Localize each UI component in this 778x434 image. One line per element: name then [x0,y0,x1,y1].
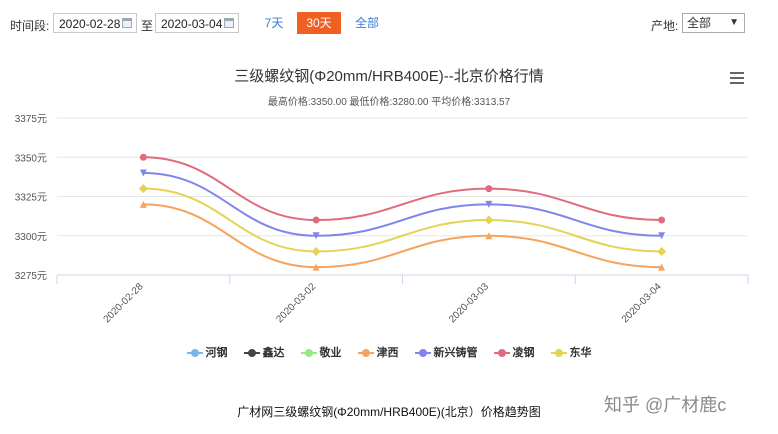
data-point [484,215,494,225]
x-tick-label: 2020-03-02 [274,281,318,325]
calendar-icon[interactable] [122,18,132,28]
data-point [312,263,320,271]
legend-item[interactable]: 津西 [357,344,399,360]
origin-select-value: 全部 [687,16,712,30]
legend-symbol-icon [186,348,203,358]
data-point [311,246,321,256]
watermark: 知乎 @广材鹿c [604,395,727,415]
data-point [485,200,493,208]
menu-icon[interactable] [730,72,744,84]
data-point [485,232,493,240]
chart-title: 三级螺纹钢(Φ20mm/HRB400E)--北京价格行情 [234,68,544,85]
series-line-6 [143,187,662,253]
legend-label: 河钢 [205,347,228,359]
data-point [312,232,320,240]
legend-item[interactable]: 敬业 [300,344,342,360]
range-all-button[interactable]: 全部 [354,16,379,30]
legend-label: 东华 [569,347,592,359]
legend-item[interactable]: 河钢 [186,344,228,360]
data-point [658,216,666,224]
y-tick-label: 3325元 [15,193,47,204]
price-chart: 3375元 3350元 3325元 3300元 3275元 2020-02-28 2020-… [15,114,749,325]
origin-label: 产地: [651,19,679,33]
legend-item[interactable]: 鑫达 [243,344,285,360]
y-tick-label: 3275元 [15,271,47,282]
legend-symbol-icon [243,348,260,358]
series-line-3 [143,203,662,269]
series-line-4 [143,171,662,237]
period-label: 时间段: [10,19,50,33]
origin-select[interactable]: 全部 ▼ [682,13,745,33]
y-tick-label: 3350元 [15,153,47,164]
data-point [658,263,666,271]
data-point [485,185,493,193]
legend-item[interactable]: 新兴铸管 [414,344,478,360]
legend-label: 新兴铸管 [433,347,478,359]
range-7-days-button[interactable]: 7天 [264,16,284,30]
data-point [312,216,320,224]
y-tick-label: 3300元 [15,232,47,243]
dropdown-arrow-icon: ▼ [729,17,739,28]
data-point [657,246,667,256]
x-tick-label: 2020-03-04 [620,281,664,325]
end-date-value: 2020-03-04 [161,17,223,31]
start-date-value: 2020-02-28 [59,17,121,31]
data-point [139,200,147,208]
data-point [139,153,147,161]
legend-item[interactable]: 凌钢 [493,344,535,360]
range-30-days-button[interactable]: 30天 [297,12,341,34]
y-tick-label: 3375元 [15,114,47,125]
legend-symbol-icon [300,348,317,358]
legend-symbol-icon [357,348,374,358]
data-point [138,184,148,194]
x-tick-label: 2020-02-28 [102,281,146,325]
legend-label: 鑫达 [262,347,285,359]
legend-symbol-icon [550,348,567,358]
chart-subtitle: 最高价格:3350.00 最低价格:3280.00 平均价格:3313.57 [267,97,511,108]
end-date-input[interactable]: 2020-03-04 [155,13,239,33]
toolbar: 时间段: 2020-02-28 至 2020-03-04 7天 30天 全部 产… [0,0,778,46]
data-point [139,169,147,177]
date-separator: 至 [141,19,154,33]
series-line-5 [143,156,662,222]
legend-symbol-icon [493,348,510,358]
legend-label: 凌钢 [512,347,535,359]
calendar-icon[interactable] [224,18,234,28]
legend: 河钢 鑫达 敬业 津西 新兴铸管 凌钢 东华 [0,344,778,360]
start-date-input[interactable]: 2020-02-28 [53,13,137,33]
caption: 广材网三级螺纹钢(Φ20mm/HRB400E)(北京）价格趋势图 [237,405,541,419]
legend-label: 敬业 [319,347,342,359]
legend-item[interactable]: 东华 [550,344,592,360]
legend-label: 津西 [376,347,399,359]
data-point [658,232,666,240]
legend-symbol-icon [414,348,431,358]
x-tick-label: 2020-03-03 [447,281,491,325]
